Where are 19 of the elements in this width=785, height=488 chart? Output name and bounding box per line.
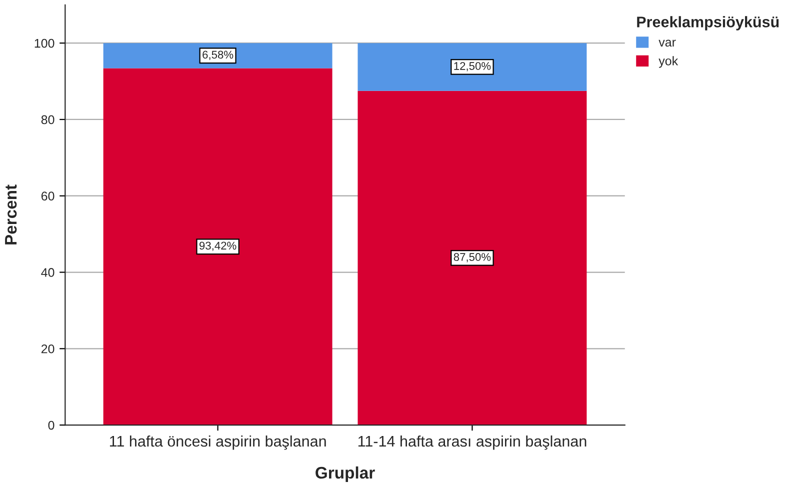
y-tick-label: 80 bbox=[41, 115, 54, 124]
x-tick-label: 11-14 hafta arası aspirin başlanan bbox=[358, 435, 586, 450]
data-label: 12,50% bbox=[454, 62, 491, 72]
x-tick-label: 11 hafta öncesi aspirin başlanan bbox=[110, 435, 326, 450]
y-tick-label: 60 bbox=[41, 192, 54, 201]
x-axis-title: Gruplar bbox=[316, 466, 375, 482]
bar bbox=[103, 43, 332, 68]
y-axis-title: Percent bbox=[5, 184, 17, 244]
y-tick-label: 40 bbox=[41, 268, 54, 277]
data-label: 6,58% bbox=[202, 50, 234, 60]
data-label: 93,42% bbox=[199, 242, 236, 251]
y-tick-label: 0 bbox=[48, 420, 54, 430]
y-tick-label: 100 bbox=[34, 38, 54, 48]
data-label: 87,50% bbox=[454, 253, 491, 262]
legend-label: var bbox=[658, 40, 676, 47]
bar bbox=[358, 43, 587, 91]
y-tick-label: 20 bbox=[41, 344, 54, 354]
legend-label: yok bbox=[658, 56, 678, 68]
legend-title: Preeklampsiöyküsü bbox=[637, 16, 779, 30]
